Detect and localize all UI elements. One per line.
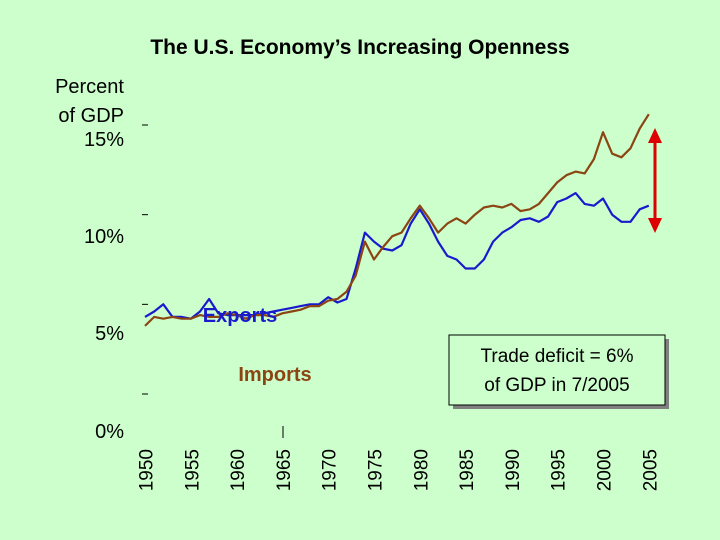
- y-axis-label-line2: of GDP: [58, 105, 124, 127]
- trade-deficit-arrow: [648, 128, 662, 233]
- x-tick-label: 1960: [228, 449, 249, 491]
- y-tick-label: 5%: [95, 323, 124, 345]
- series-label-exports: Exports: [203, 305, 277, 327]
- x-tick-label: 1985: [457, 449, 478, 491]
- callout-line-2: of GDP in 7/2005: [484, 375, 629, 396]
- series-line-imports: [144, 113, 650, 327]
- y-tick-label: 0%: [95, 421, 124, 443]
- chart-title: The U.S. Economy’s Increasing Openness: [150, 36, 569, 59]
- y-tick-label: 15%: [84, 129, 124, 151]
- trade-deficit-callout: Trade deficit = 6% of GDP in 7/2005: [448, 334, 669, 409]
- x-tick-label: 1970: [320, 449, 341, 491]
- x-tick-label: 2005: [640, 449, 661, 491]
- series-layer: [144, 113, 650, 327]
- y-axis-label-line1: Percent: [55, 76, 124, 98]
- x-tick-label: 1980: [411, 449, 432, 491]
- series-line-exports: [144, 192, 650, 320]
- x-tick-label: 2000: [595, 449, 616, 491]
- series-label-imports: Imports: [238, 364, 311, 386]
- x-tick-label: 1990: [503, 449, 524, 491]
- x-tick-label: 1965: [274, 449, 295, 491]
- y-tick-label: 10%: [84, 226, 124, 248]
- callout-line-1: Trade deficit = 6%: [481, 346, 634, 367]
- x-tick-label: 1975: [366, 449, 387, 491]
- x-tick-label: 1955: [182, 449, 203, 491]
- x-tick-label: 1950: [137, 449, 158, 491]
- y-ticks: 0% 5% 10% 15%: [84, 124, 148, 443]
- x-ticks: 1950 1955 1960 1965 1970 1975 1980 1985 1990 1995…: [137, 426, 661, 491]
- x-tick-label: 1995: [549, 449, 570, 491]
